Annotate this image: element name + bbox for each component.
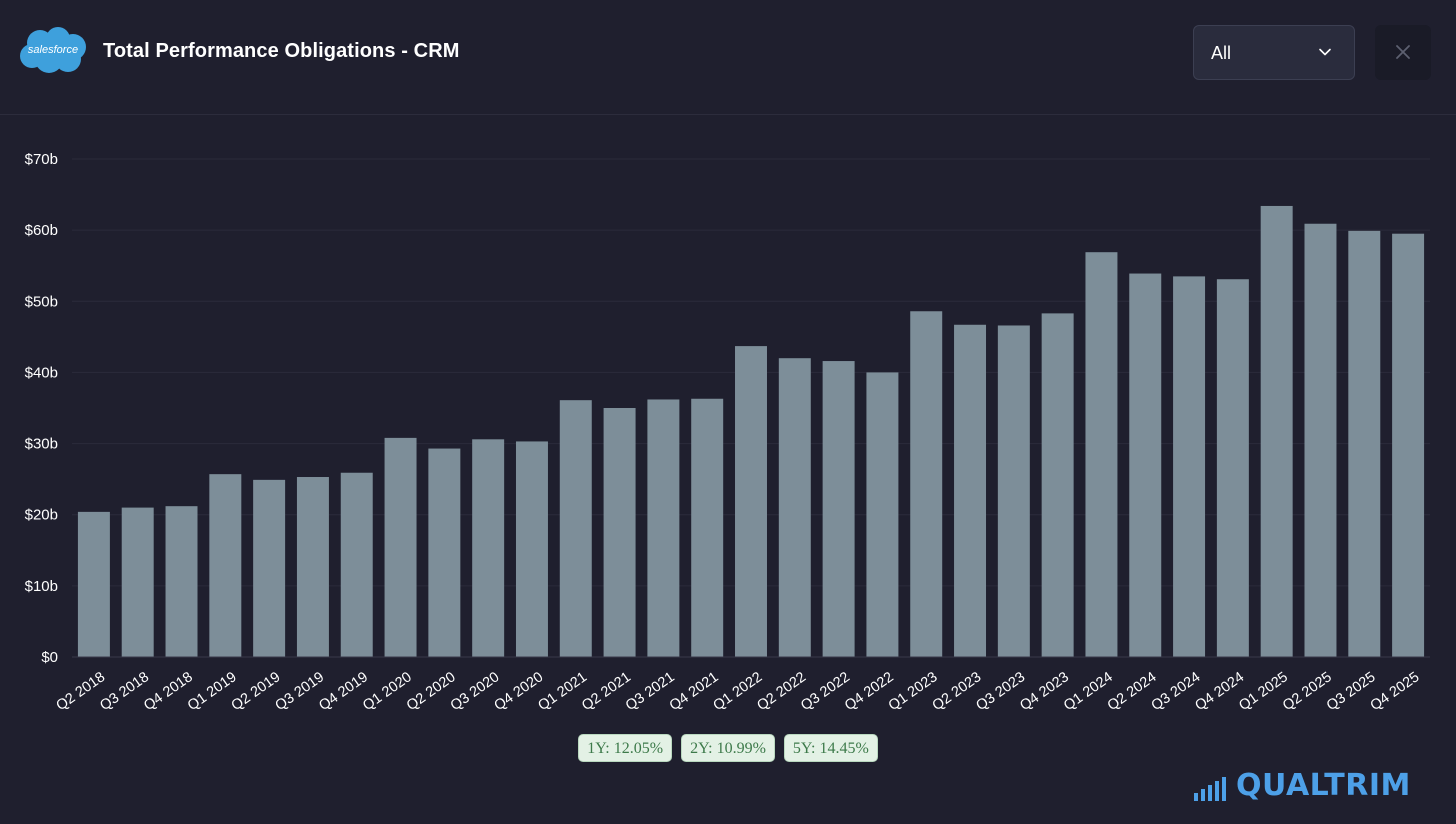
x-tick-label: Q1 2019 <box>185 669 240 714</box>
growth-badge-1y: 1Y: 12.05% <box>578 734 673 762</box>
x-tick-label: Q2 2022 <box>754 669 809 714</box>
x-tick-label: Q3 2018 <box>97 669 152 714</box>
bar <box>1216 279 1249 657</box>
x-tick-label: Q1 2024 <box>1061 669 1116 714</box>
x-tick-label: Q1 2022 <box>711 669 766 714</box>
growth-badge-2y: 2Y: 10.99% <box>681 734 775 762</box>
logo-text: salesforce <box>28 44 78 56</box>
bar <box>121 507 154 657</box>
x-tick-label: Q3 2020 <box>448 669 503 714</box>
bar <box>1085 252 1118 657</box>
x-tick-label: Q4 2019 <box>316 669 371 714</box>
bar <box>209 474 242 657</box>
bar <box>1041 313 1074 657</box>
x-tick-label: Q1 2021 <box>535 669 590 714</box>
bar <box>997 325 1030 657</box>
brand-name: QUALTRIM <box>1236 768 1411 803</box>
bar <box>515 441 548 657</box>
x-tick-label: Q4 2020 <box>492 669 547 714</box>
bar <box>428 448 461 657</box>
y-tick-label: $10b <box>25 578 58 595</box>
x-tick-label: Q2 2025 <box>1280 669 1335 714</box>
x-tick-label: Q2 2024 <box>1105 669 1160 714</box>
bar <box>472 439 505 657</box>
salesforce-logo: salesforce <box>18 26 88 76</box>
close-icon <box>1396 45 1410 59</box>
header: salesforce Total Performance Obligations… <box>0 0 1456 115</box>
bar <box>910 311 943 657</box>
bar <box>77 511 110 657</box>
y-tick-label: $50b <box>25 293 58 310</box>
x-tick-label: Q3 2019 <box>272 669 327 714</box>
y-tick-label: $30b <box>25 436 58 453</box>
bar <box>253 479 286 657</box>
bar <box>1304 223 1337 657</box>
x-tick-label: Q2 2023 <box>930 669 985 714</box>
bar <box>778 358 811 657</box>
x-tick-label: Q3 2022 <box>798 669 853 714</box>
period-select-value: All <box>1211 43 1232 63</box>
y-tick-label: $20b <box>25 507 58 524</box>
x-tick-label: Q4 2021 <box>667 669 722 714</box>
x-tick-label: Q4 2025 <box>1368 669 1423 714</box>
y-tick-label: $70b <box>25 151 58 168</box>
bar <box>822 361 855 657</box>
bar <box>735 346 767 657</box>
x-tick-label: Q2 2019 <box>229 669 284 714</box>
bar <box>340 472 373 657</box>
x-tick-label: Q2 2018 <box>53 669 108 714</box>
bar <box>603 408 636 657</box>
y-tick-label: $0 <box>41 649 58 666</box>
period-select[interactable]: All <box>1193 25 1355 80</box>
chevron-down-icon <box>1319 48 1331 56</box>
y-tick-label: $40b <box>25 364 58 381</box>
x-tick-label: Q3 2025 <box>1324 669 1379 714</box>
y-tick-label: $60b <box>25 222 58 239</box>
bar <box>165 506 198 657</box>
x-tick-label: Q4 2022 <box>842 669 897 714</box>
x-tick-label: Q3 2021 <box>623 669 678 714</box>
growth-badges: 1Y: 12.05% 2Y: 10.99% 5Y: 14.45% <box>0 734 1456 762</box>
bar <box>1260 205 1293 657</box>
signal-bars-icon <box>1194 777 1226 801</box>
x-tick-label: Q2 2021 <box>579 669 634 714</box>
growth-badge-5y: 5Y: 14.45% <box>783 734 878 762</box>
bar <box>1173 276 1206 657</box>
close-button[interactable] <box>1375 25 1431 80</box>
x-tick-label: Q1 2020 <box>360 669 415 714</box>
bar <box>296 477 329 657</box>
x-tick-label: Q2 2020 <box>404 669 459 714</box>
x-tick-label: Q1 2025 <box>1236 669 1291 714</box>
bar <box>384 437 417 657</box>
bar <box>691 398 724 657</box>
bar <box>647 399 680 657</box>
x-tick-label: Q4 2018 <box>141 669 196 714</box>
bar <box>1392 233 1425 657</box>
bar <box>1129 273 1162 657</box>
x-tick-label: Q3 2023 <box>973 669 1028 714</box>
bar <box>954 324 987 657</box>
page-title: Total Performance Obligations - CRM <box>103 40 460 62</box>
bar <box>866 372 899 657</box>
x-tick-label: Q3 2024 <box>1149 669 1204 714</box>
x-tick-label: Q4 2024 <box>1192 669 1247 714</box>
x-tick-label: Q1 2023 <box>886 669 941 714</box>
x-tick-label: Q4 2023 <box>1017 669 1072 714</box>
brand-watermark: QUALTRIM <box>1194 768 1411 804</box>
bar <box>1348 230 1381 657</box>
bar <box>559 400 592 657</box>
